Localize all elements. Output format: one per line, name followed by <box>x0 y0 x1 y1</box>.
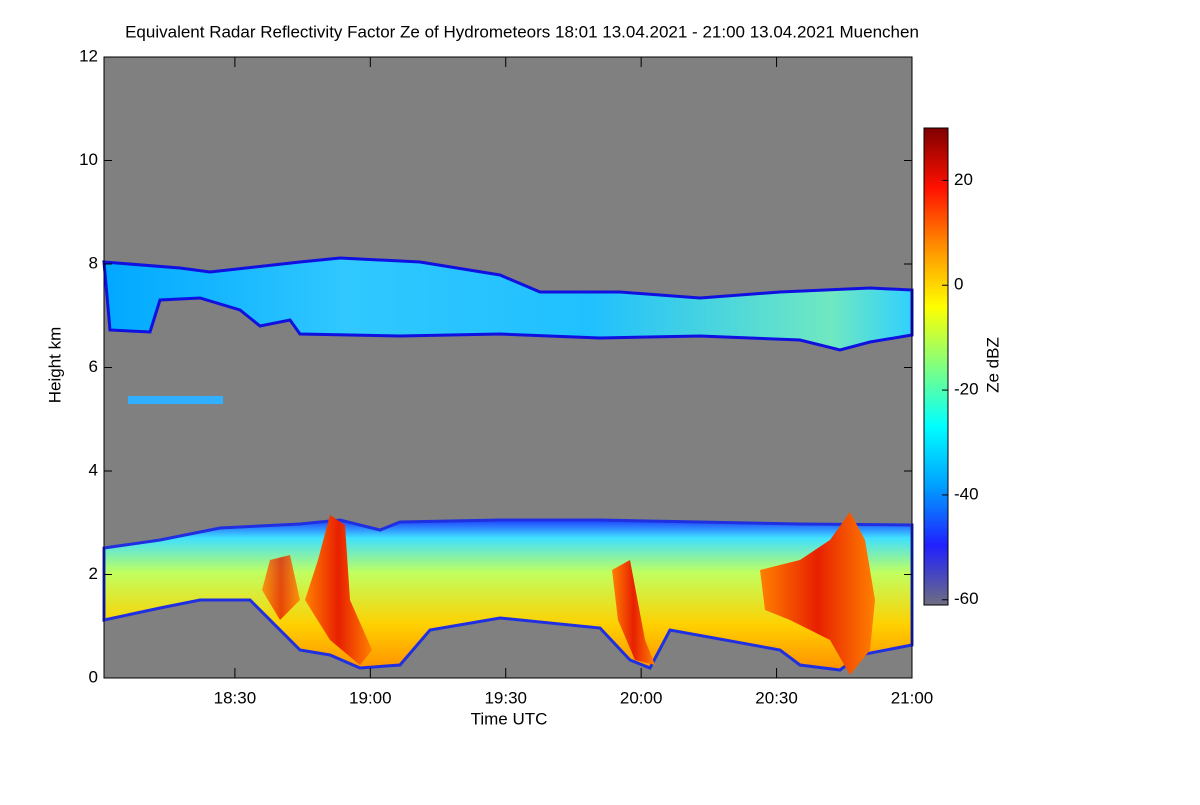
x-tick-label: 20:00 <box>620 688 663 707</box>
echo-field <box>102 256 914 675</box>
y-axis-label: Height km <box>45 327 64 404</box>
plume <box>760 512 875 675</box>
plume <box>612 560 655 665</box>
x-tick-label: 19:00 <box>349 688 392 707</box>
colorbar-tick-label: -60 <box>954 589 979 608</box>
x-tick-label: 19:30 <box>484 688 527 707</box>
x-tick-label: 20:30 <box>755 688 798 707</box>
upper-cloud <box>102 256 914 352</box>
colorbar-tick-label: -40 <box>954 484 979 503</box>
thin-layer <box>128 396 223 404</box>
colorbar <box>923 127 949 606</box>
y-tick-label: 6 <box>89 357 98 376</box>
x-tick-label: 21:00 <box>891 688 934 707</box>
y-tick-label: 8 <box>89 253 98 272</box>
y-tick-label: 0 <box>89 667 98 686</box>
plume <box>305 515 372 665</box>
colorbar-tick-label: 20 <box>954 170 973 189</box>
plume <box>262 555 300 620</box>
colorbar-label: Ze dBZ <box>983 337 1002 393</box>
y-tick-label: 2 <box>89 564 98 583</box>
chart-title: Equivalent Radar Reflectivity Factor Ze … <box>125 22 919 41</box>
x-tick-label: 18:30 <box>214 688 257 707</box>
colorbar-tick-label: -20 <box>954 380 979 399</box>
y-tick-label: 12 <box>79 46 98 65</box>
x-axis-label: Time UTC <box>471 709 548 728</box>
y-tick-label: 4 <box>89 460 98 479</box>
y-tick-label: 10 <box>79 150 98 169</box>
lower-cloud <box>102 518 914 672</box>
colorbar-tick-label: 0 <box>954 275 963 294</box>
